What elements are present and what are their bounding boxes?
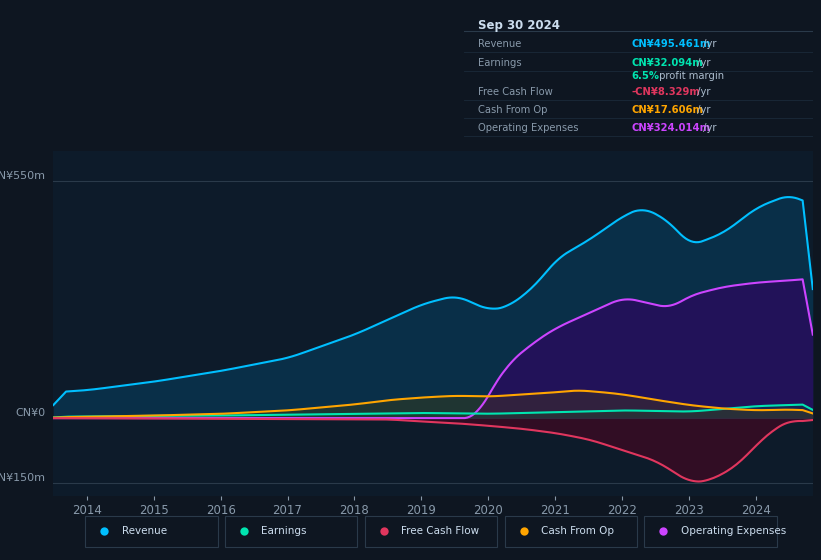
Bar — [365, 516, 498, 547]
Text: Cash From Op: Cash From Op — [541, 526, 614, 536]
Bar — [644, 516, 777, 547]
Text: CN¥550m: CN¥550m — [0, 171, 46, 181]
Text: Sep 30 2024: Sep 30 2024 — [478, 20, 560, 32]
Bar — [85, 516, 218, 547]
Text: CN¥32.094m: CN¥32.094m — [631, 58, 703, 68]
Bar — [505, 516, 637, 547]
Text: Revenue: Revenue — [478, 39, 521, 49]
Text: Cash From Op: Cash From Op — [478, 105, 548, 115]
Text: /yr: /yr — [695, 58, 711, 68]
Text: /yr: /yr — [695, 87, 711, 97]
Text: profit margin: profit margin — [657, 71, 725, 81]
Text: Earnings: Earnings — [261, 526, 307, 536]
Text: Operating Expenses: Operating Expenses — [681, 526, 786, 536]
Text: Revenue: Revenue — [122, 526, 167, 536]
Text: /yr: /yr — [695, 105, 711, 115]
Text: CN¥0: CN¥0 — [16, 408, 46, 418]
Text: -CN¥8.329m: -CN¥8.329m — [631, 87, 700, 97]
Text: CN¥324.014m: CN¥324.014m — [631, 123, 710, 133]
Text: /yr: /yr — [700, 123, 717, 133]
Text: Earnings: Earnings — [478, 58, 521, 68]
Text: Free Cash Flow: Free Cash Flow — [478, 87, 553, 97]
Bar — [225, 516, 357, 547]
Text: Free Cash Flow: Free Cash Flow — [401, 526, 479, 536]
Text: CN¥17.606m: CN¥17.606m — [631, 105, 704, 115]
Text: CN¥495.461m: CN¥495.461m — [631, 39, 711, 49]
Text: Operating Expenses: Operating Expenses — [478, 123, 578, 133]
Text: 6.5%: 6.5% — [631, 71, 659, 81]
Text: /yr: /yr — [700, 39, 717, 49]
Text: -CN¥150m: -CN¥150m — [0, 473, 46, 483]
